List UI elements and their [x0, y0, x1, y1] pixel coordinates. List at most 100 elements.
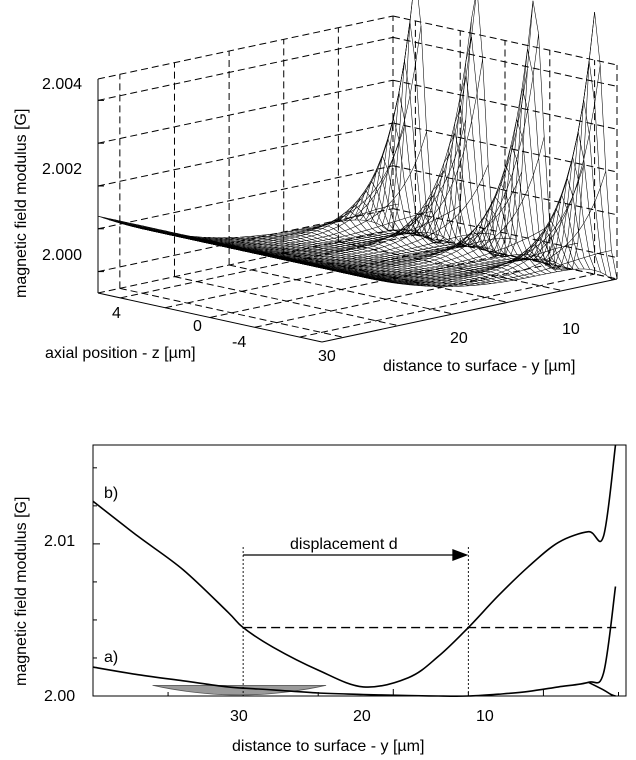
line-plot: 30 20 10 2.00 2.01 distance to surface -…	[13, 444, 627, 755]
surface-mesh-line-y	[381, 60, 607, 276]
surface-zlabel: axial position - z [µm]	[45, 345, 196, 362]
surface-floor-grid	[254, 263, 550, 328]
line-xtick-20: 20	[353, 708, 371, 725]
surface-plot-box	[97, 15, 618, 338]
surface-axes	[97, 79, 618, 343]
surface-side-grid	[392, 15, 618, 66]
surface-mesh-line-y	[376, 92, 601, 273]
surface-vertical-ticks: 2.000 2.002 2.004	[42, 76, 82, 264]
surface-mesh-line-y	[234, 237, 459, 287]
shaded-trap-region	[152, 684, 327, 696]
surface-mesh-line-y	[207, 237, 432, 287]
surface-mesh-line-y	[294, 230, 519, 280]
surface-z-tick-4: 4	[112, 305, 121, 322]
surface-mesh-line-y	[354, 169, 580, 270]
surface-mesh-line-z	[131, 131, 427, 246]
surface-mesh-line-y	[272, 233, 497, 284]
surface-tick-2004: 2.004	[42, 76, 82, 93]
surface-x-tick-10: 10	[562, 321, 580, 338]
surface-axial-axis	[97, 292, 323, 343]
surface-mesh-line-y	[316, 219, 541, 276]
line-plot-series	[92, 444, 618, 697]
surface-mesh-line-y	[174, 234, 399, 284]
line-plot-ticks	[92, 467, 619, 697]
curve-label-b: b)	[104, 485, 118, 502]
surface-mesh-line-y	[190, 236, 415, 286]
surface-mesh-line-z	[120, 0, 413, 243]
surface-back-grid	[97, 229, 394, 294]
surface-mesh-line-y	[283, 231, 508, 282]
surface-mesh-line-y	[392, 0, 618, 280]
curve-lower-branch	[588, 681, 616, 697]
displacement-label: displacement d	[290, 536, 398, 553]
surface-mesh-line-y	[267, 234, 492, 284]
surface-mesh-line-y	[305, 225, 530, 278]
surface-back-grid	[97, 79, 394, 144]
surface-mesh-line-y	[370, 117, 596, 271]
curve-label-a: a)	[104, 649, 118, 666]
surface-back-grid	[97, 122, 394, 187]
surface-mesh-line-z	[305, 65, 601, 283]
surface-mesh-line-y	[229, 237, 454, 287]
surface-mesh	[97, 0, 618, 287]
surface-plot: 2.000 2.002 2.004 4 0 -4 30 20 10 axial …	[13, 0, 618, 375]
surface-mesh-line-y	[289, 231, 514, 281]
line-xtick-30: 30	[230, 708, 248, 725]
surface-side-grid	[392, 208, 618, 259]
surface-xlabel: distance to surface - y [µm]	[383, 358, 575, 375]
surface-back-grid	[97, 36, 394, 101]
surface-mesh-line-y	[349, 181, 574, 270]
surface-tick-2000: 2.000	[42, 247, 82, 264]
surface-floor-grid	[120, 234, 416, 299]
surface-floor-grid	[209, 254, 506, 318]
surface-back-grid	[97, 208, 394, 273]
surface-mesh-line-y	[218, 237, 443, 287]
surface-ylabel: magnetic field modulus [G]	[13, 109, 30, 298]
surface-mesh-line-y	[250, 236, 476, 286]
surface-mesh-line-z	[114, 23, 411, 242]
surface-mesh-line-y	[201, 236, 426, 287]
curve-b	[92, 444, 617, 688]
surface-mesh-line-y	[168, 233, 394, 284]
surface-mesh-line-z	[109, 126, 405, 241]
surface-x-tick-30: 30	[318, 348, 336, 365]
displacement-arrow-head	[452, 549, 469, 561]
surface-back-grid	[97, 15, 394, 80]
surface-mesh-line-y	[261, 234, 486, 285]
line-ylabel: magnetic field modulus [G]	[13, 497, 30, 686]
line-ytick-201: 2.01	[44, 533, 75, 550]
surface-mesh-line-y	[300, 228, 525, 279]
surface-mesh-line-y	[185, 235, 410, 286]
surface-depth-ticks: 4 0 -4 30 20 10	[112, 305, 580, 365]
surface-mesh-line-y	[196, 236, 421, 286]
surface-tick-2002: 2.002	[42, 161, 82, 178]
surface-side-grid	[392, 122, 618, 173]
surface-mesh-line-z	[181, 0, 476, 257]
surface-mesh-line-y	[311, 222, 536, 277]
surface-z-tick-m4: -4	[232, 334, 246, 351]
surface-mesh-line-y	[212, 237, 437, 287]
surface-mesh-line-z	[125, 25, 422, 244]
line-plot-frame	[92, 444, 627, 697]
surface-floor-grid	[299, 273, 595, 338]
surface-mesh-line-y	[343, 190, 568, 271]
surface-mesh-line-y	[245, 236, 470, 286]
line-xtick-10: 10	[476, 708, 494, 725]
surface-mesh-line-z	[187, 59, 483, 258]
surface-floor-grid	[165, 244, 461, 309]
surface-mesh-line-y	[278, 232, 503, 283]
surface-z-tick-0: 0	[193, 318, 202, 335]
surface-mesh-line-y	[163, 232, 388, 283]
line-xlabel: distance to surface - y [µm]	[232, 738, 424, 755]
surface-mesh-line-y	[223, 237, 448, 287]
curve-a	[92, 586, 617, 697]
surface-mesh-line-y	[256, 235, 481, 286]
surface-x-tick-20: 20	[450, 330, 468, 347]
surface-mesh-line-y	[387, 21, 612, 280]
surface-mesh-line-y	[179, 234, 404, 285]
line-ytick-200: 2.00	[44, 688, 75, 705]
surface-distance-axis	[321, 278, 618, 343]
surface-mesh-line-y	[239, 236, 465, 287]
surface-back-grid	[97, 165, 394, 230]
